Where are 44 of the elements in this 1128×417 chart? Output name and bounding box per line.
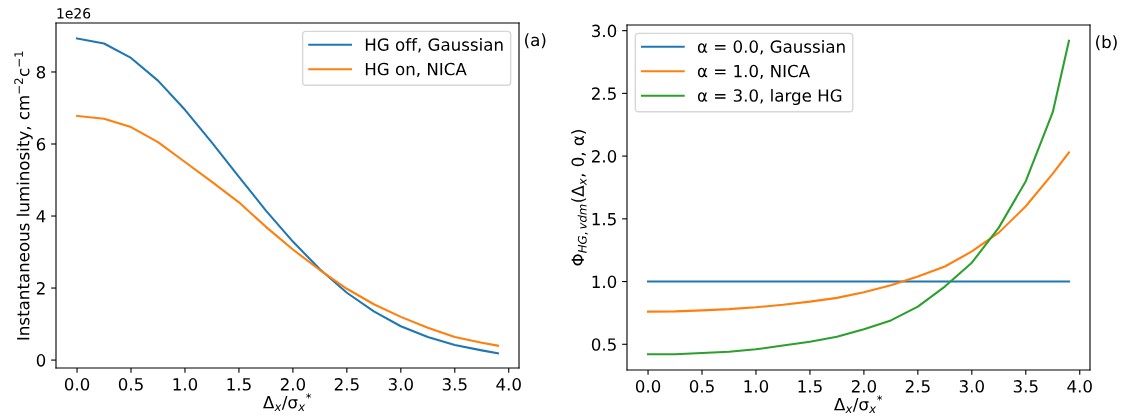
text: (b) bbox=[1096, 35, 1117, 51]
text: 1e26 bbox=[57, 8, 91, 19]
x-tick-label: 4.0 bbox=[1067, 380, 1092, 393]
x-tick-label: 3.5 bbox=[442, 378, 467, 391]
x-tick-label: 0.5 bbox=[689, 380, 714, 393]
legend-label: α = 0.0, Gaussian bbox=[697, 40, 845, 55]
y-tick-label: 4 bbox=[36, 210, 46, 223]
x-tick-label: 0.0 bbox=[64, 378, 90, 391]
x-tick-label: 1.0 bbox=[173, 378, 198, 391]
x-axis-title: Δ$_{x}$/σ$_{x}$$^{*}$ bbox=[263, 393, 312, 411]
y-tick-label: 2.5 bbox=[591, 87, 616, 100]
y-tick-label: 6 bbox=[36, 137, 46, 151]
x-tick-label: 3.5 bbox=[1013, 380, 1038, 393]
line-series bbox=[647, 39, 1070, 356]
x-tick-label: 1.5 bbox=[798, 380, 822, 393]
line-series bbox=[76, 114, 499, 347]
y-tick-label: 2 bbox=[36, 282, 45, 295]
legend-label: α = 3.0, large HG bbox=[697, 88, 842, 106]
x-tick-label: 3.0 bbox=[388, 378, 413, 391]
line-series bbox=[647, 151, 1070, 313]
x-tick-label: 0.0 bbox=[635, 380, 661, 393]
y-axis-title: Instantaneous luminosity, cm$^{−2}$c$^{−1}$ bbox=[14, 51, 33, 340]
x-tick-label: 2.0 bbox=[851, 380, 877, 393]
x-tick-label: 1.0 bbox=[744, 380, 769, 393]
y-tick-label: 3.0 bbox=[592, 24, 617, 38]
y-tick-label: 0 bbox=[36, 354, 46, 367]
x-tick-label: 3.0 bbox=[959, 380, 984, 393]
x-tick-label: 2.0 bbox=[280, 378, 306, 391]
x-axis-title: Δ$_{x}$/σ$_{x}$$^{*}$ bbox=[834, 395, 883, 413]
y-tick-label: 2.0 bbox=[591, 150, 617, 163]
y-axis-title: Φ$_{HG,vdm}$(Δ$_{x}$, 0, α) bbox=[571, 130, 588, 266]
x-tick-label: 0.5 bbox=[118, 378, 143, 391]
legend-label: HG on, NICA bbox=[365, 62, 467, 78]
legend-label: α = 1.0, NICA bbox=[697, 64, 810, 80]
y-tick-label: 8 bbox=[36, 65, 46, 79]
x-tick-label: 2.5 bbox=[334, 378, 359, 391]
x-tick-label: 2.5 bbox=[905, 380, 930, 393]
legend-label: HG off, Gaussian bbox=[365, 38, 503, 53]
x-tick-label: 4.0 bbox=[496, 378, 521, 391]
y-tick-label: 1.0 bbox=[592, 275, 617, 289]
y-tick-label: 1.5 bbox=[592, 213, 616, 226]
text: (a) bbox=[525, 33, 546, 49]
x-tick-label: 1.5 bbox=[227, 378, 251, 391]
y-tick-label: 0.5 bbox=[591, 338, 616, 351]
